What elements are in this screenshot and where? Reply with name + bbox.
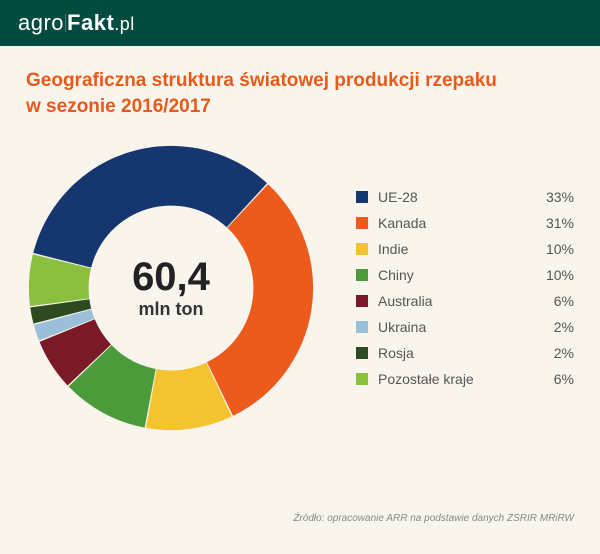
legend-value: 33% — [546, 189, 574, 205]
legend-swatch — [356, 295, 368, 307]
legend-label: Australia — [378, 293, 554, 309]
legend-value: 2% — [554, 345, 574, 361]
legend-value: 2% — [554, 319, 574, 335]
brand-header: agroFakt.pl — [0, 0, 600, 46]
legend-row: Ukraina2% — [356, 314, 574, 340]
legend-swatch — [356, 217, 368, 229]
center-value: 60,4 — [132, 257, 210, 297]
legend-row: Kanada31% — [356, 210, 574, 236]
legend-label: Pozostałe kraje — [378, 371, 554, 387]
legend-row: Australia6% — [356, 288, 574, 314]
legend-value: 10% — [546, 267, 574, 283]
chart-title-line2: w sezonie 2016/2017 — [26, 94, 574, 120]
legend-row: Chiny10% — [356, 262, 574, 288]
legend-swatch — [356, 243, 368, 255]
legend-label: Kanada — [378, 215, 546, 231]
legend-row: Rosja2% — [356, 340, 574, 366]
legend-row: Pozostałe kraje6% — [356, 366, 574, 392]
chart-title-line1: Geograficzna struktura światowej produkc… — [26, 68, 574, 94]
donut-center-label: 60,4 mln ton — [26, 143, 316, 433]
legend-row: Indie10% — [356, 236, 574, 262]
legend-swatch — [356, 191, 368, 203]
legend-value: 10% — [546, 241, 574, 257]
brand-part2: Fakt — [67, 10, 114, 35]
legend-swatch — [356, 347, 368, 359]
infographic-card: agroFakt.pl Geograficzna struktura świat… — [0, 0, 600, 554]
legend-value: 31% — [546, 215, 574, 231]
legend-label: UE-28 — [378, 189, 546, 205]
brand-divider — [65, 14, 66, 32]
legend-swatch — [356, 321, 368, 333]
legend-label: Rosja — [378, 345, 554, 361]
source-text: Źródło: opracowanie ARR na podstawie dan… — [293, 513, 574, 524]
brand-suffix: .pl — [114, 14, 135, 34]
legend-swatch — [356, 373, 368, 385]
legend-value: 6% — [554, 293, 574, 309]
legend-label: Chiny — [378, 267, 546, 283]
legend-swatch — [356, 269, 368, 281]
legend-value: 6% — [554, 371, 574, 387]
brand-part1: agro — [18, 10, 64, 35]
chart-title: Geograficzna struktura światowej produkc… — [0, 46, 600, 125]
legend-row: UE-2833% — [356, 184, 574, 210]
chart-area: 60,4 mln ton UE-2833%Kanada31%Indie10%Ch… — [0, 125, 600, 433]
center-unit: mln ton — [139, 299, 204, 320]
donut-chart: 60,4 mln ton — [26, 143, 316, 433]
legend: UE-2833%Kanada31%Indie10%Chiny10%Austral… — [356, 184, 574, 392]
legend-label: Indie — [378, 241, 546, 257]
legend-label: Ukraina — [378, 319, 554, 335]
